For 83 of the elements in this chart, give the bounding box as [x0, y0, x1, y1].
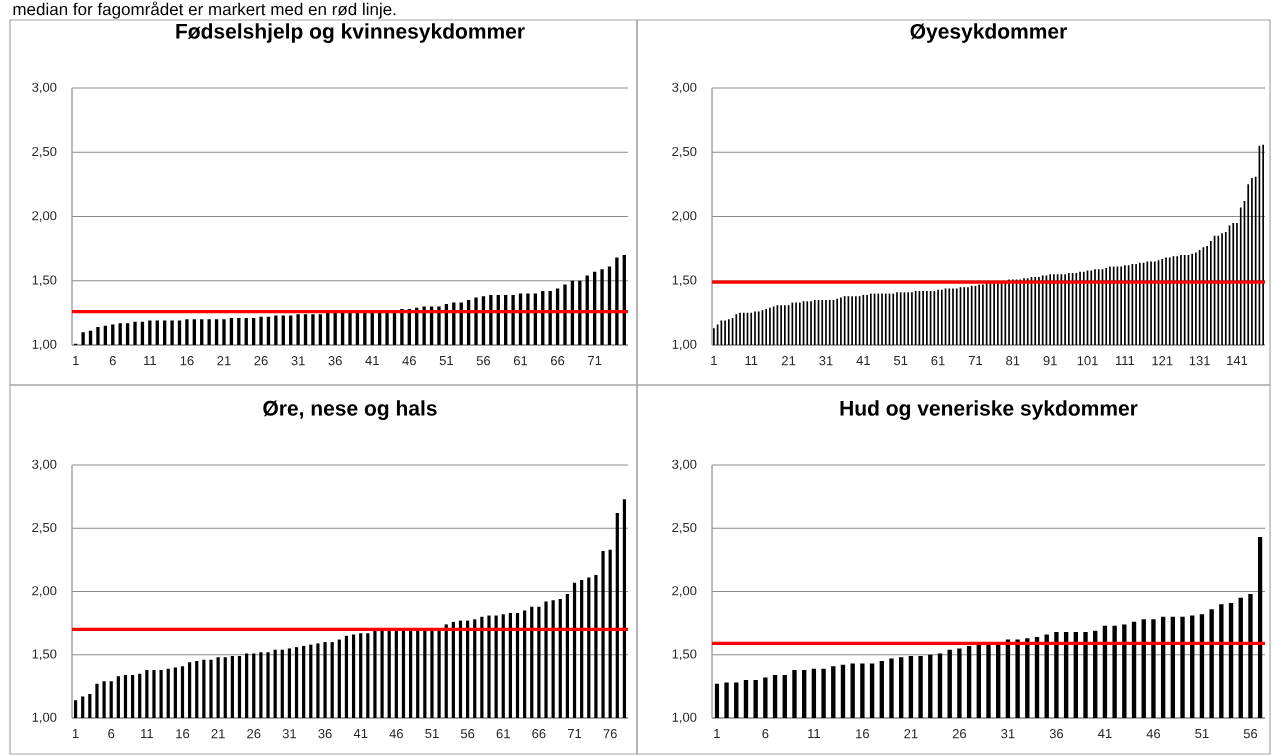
x-tick-label: 31	[282, 729, 296, 739]
x-tick-label: 111	[1116, 356, 1135, 366]
x-tick-label: 66	[551, 356, 565, 366]
chart-title: Fødselshjelp og kvinnesykdommer	[176, 23, 525, 43]
x-tick-label: 71	[968, 356, 983, 366]
y-tick-label: 1,00	[672, 712, 697, 724]
x-tick-label: 46	[389, 729, 403, 739]
y-tick-label: 2,50	[32, 146, 57, 158]
chart-title: Øre, nese og hals	[263, 400, 437, 420]
x-tick-label: 1	[714, 729, 720, 739]
x-tick-label: 6	[109, 356, 116, 366]
x-tick-label: 56	[1243, 729, 1258, 739]
x-tick-label: 6	[108, 729, 115, 739]
x-tick-label: 36	[318, 729, 332, 739]
x-tick-label: 41	[1098, 729, 1112, 739]
x-tick-label: 51	[894, 356, 908, 366]
x-tick-label: 16	[176, 729, 190, 739]
x-tick-label: 21	[211, 729, 225, 739]
x-tick-label: 6	[762, 729, 769, 739]
x-tick-label: 11	[808, 729, 820, 739]
y-tick-label: 1,00	[32, 339, 57, 351]
x-tick-label: 76	[603, 729, 617, 739]
x-tick-label: 41	[365, 356, 379, 366]
x-tick-label: 11	[141, 729, 153, 739]
y-tick-label: 2,00	[672, 211, 697, 222]
y-tick-label: 3,00	[32, 459, 57, 471]
y-tick-label: 2,00	[672, 586, 697, 597]
x-tick-label: 66	[532, 729, 546, 739]
y-tick-label: 1,50	[672, 275, 697, 287]
y-tick-label: 3,00	[672, 459, 697, 471]
x-tick-label: 1	[72, 729, 79, 739]
y-tick-label: 1,50	[672, 649, 697, 661]
y-tick-label: 1,00	[672, 339, 697, 351]
text: median for fagområdet er markert med en rød linje.	[13, 1, 396, 19]
x-tick-label: 101	[1077, 356, 1098, 366]
x-tick-label: 81	[1006, 356, 1020, 366]
x-tick-label: 1	[73, 356, 79, 366]
x-tick-label: 16	[856, 729, 870, 739]
y-tick-label: 1,50	[32, 649, 57, 661]
x-tick-label: 31	[291, 356, 305, 366]
x-tick-label: 91	[1043, 356, 1057, 366]
y-tick-label: 3,00	[32, 82, 57, 94]
x-tick-label: 31	[819, 356, 833, 366]
x-tick-label: 21	[217, 356, 231, 366]
x-tick-label: 141	[1227, 356, 1248, 366]
x-tick-label: 71	[567, 729, 582, 739]
x-tick-label: 131	[1189, 356, 1210, 366]
x-tick-label: 11	[745, 356, 758, 366]
x-tick-label: 36	[1049, 729, 1064, 739]
x-tick-label: 26	[247, 729, 261, 739]
x-tick-label: 21	[782, 356, 796, 366]
x-tick-label: 51	[439, 356, 453, 366]
y-tick-label: 1,50	[32, 275, 57, 287]
x-tick-label: 61	[496, 729, 510, 739]
x-tick-label: 121	[1152, 356, 1173, 366]
y-tick-label: 2,50	[672, 522, 697, 534]
x-tick-label: 56	[460, 729, 475, 739]
x-tick-label: 71	[588, 356, 602, 366]
x-tick-label: 46	[1146, 729, 1161, 739]
x-tick-label: 51	[425, 729, 439, 739]
y-tick-label: 1,00	[32, 712, 57, 724]
y-tick-label: 3,00	[672, 82, 697, 94]
x-tick-label: 31	[1001, 729, 1015, 739]
y-tick-label: 2,00	[32, 586, 57, 597]
x-tick-label: 61	[931, 356, 945, 366]
chart-title: Øyesykdommer	[910, 23, 1067, 43]
y-tick-label: 2,50	[32, 522, 57, 534]
x-tick-label: 11	[144, 356, 156, 366]
x-tick-label: 56	[476, 356, 491, 366]
x-tick-label: 26	[952, 729, 967, 739]
x-tick-label: 26	[254, 356, 268, 366]
x-tick-label: 41	[353, 729, 368, 739]
y-tick-label: 2,50	[672, 146, 697, 158]
x-tick-label: 41	[856, 356, 870, 366]
x-tick-label: 21	[904, 729, 918, 739]
x-tick-label: 1	[711, 356, 717, 366]
chart-title: Hud og veneriske sykdommer	[840, 400, 1138, 420]
x-tick-label: 61	[513, 356, 528, 366]
x-tick-label: 46	[402, 356, 416, 366]
x-tick-label: 51	[1195, 729, 1209, 739]
y-tick-label: 2,00	[32, 211, 57, 222]
x-tick-label: 36	[328, 356, 342, 366]
x-tick-label: 16	[180, 356, 194, 366]
